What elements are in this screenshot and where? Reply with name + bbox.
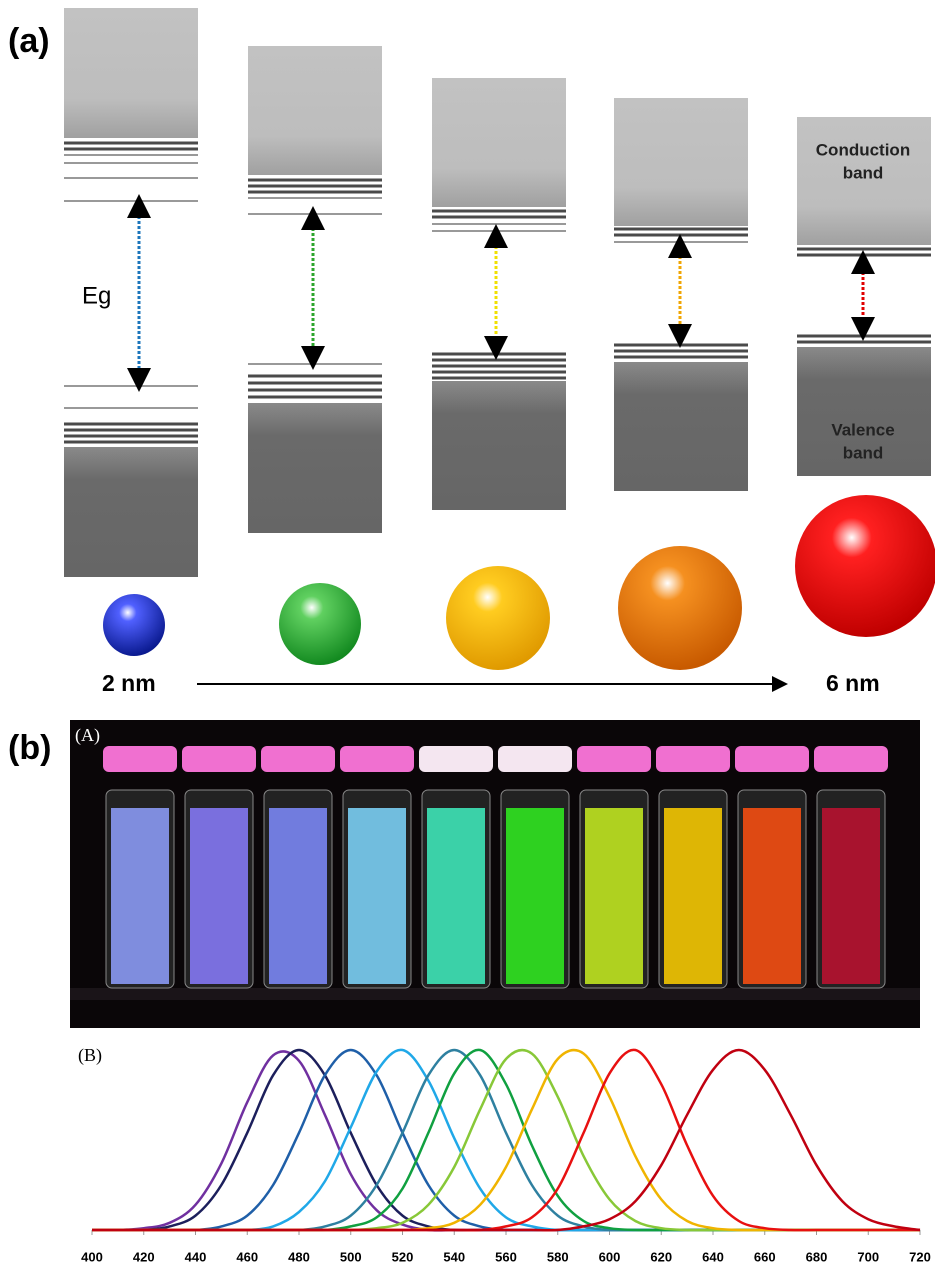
vial-liquid (506, 808, 564, 984)
x-tick-label: 720 (909, 1249, 931, 1264)
x-tick-label: 460 (236, 1249, 258, 1264)
band-label: band (843, 443, 884, 462)
vial-liquid (348, 808, 406, 984)
spectrum-line (92, 1050, 920, 1230)
vial-photo: (b) (A) (8, 720, 920, 1028)
eg-label: Eg (82, 282, 111, 309)
spectrum-line (92, 1050, 920, 1230)
vial-cap (735, 746, 809, 772)
spectra-chart: (B) 400 420 440 460 480 500 520 540 560 580 600 620… (78, 1045, 931, 1264)
vial-liquid (585, 808, 643, 984)
chart-label: (B) (78, 1045, 102, 1066)
vial-cap (814, 746, 888, 772)
x-tick-label: 640 (702, 1249, 724, 1264)
vial-cap (261, 746, 335, 772)
x-tick-label: 420 (133, 1249, 155, 1264)
vial-liquid (427, 808, 485, 984)
x-tick-label: 480 (288, 1249, 310, 1264)
figure: (a) Eg Conduction band Valence band 2 nm… (0, 0, 935, 1276)
spectrum-line (92, 1050, 920, 1230)
photo-label: (A) (75, 725, 100, 746)
vial-liquid (822, 808, 880, 984)
vial-cap (498, 746, 572, 772)
vial-cap (656, 746, 730, 772)
x-tick-label: 680 (806, 1249, 828, 1264)
x-tick-label: 660 (754, 1249, 776, 1264)
vial-cap (577, 746, 651, 772)
spectrum-line (92, 1050, 920, 1230)
x-tick-label: 400 (81, 1249, 103, 1264)
vial-liquid (743, 808, 801, 984)
size-label: 6 nm (826, 670, 880, 696)
vial-cap (340, 746, 414, 772)
x-tick-label: 500 (340, 1249, 362, 1264)
x-tick-label: 520 (392, 1249, 414, 1264)
size-label: 2 nm (102, 670, 156, 696)
panel-label: (b) (8, 729, 51, 767)
spectrum-line (92, 1050, 920, 1230)
band-label: Conduction (816, 140, 910, 159)
vial-cap (182, 746, 256, 772)
x-tick-label: 540 (443, 1249, 465, 1264)
x-tick-label: 620 (650, 1249, 672, 1264)
vial-cap (103, 746, 177, 772)
x-tick-label: 700 (857, 1249, 879, 1264)
band-label: Valence (831, 420, 894, 439)
spectrum-line (92, 1050, 920, 1230)
x-tick-label: 600 (599, 1249, 621, 1264)
band-label: band (843, 163, 884, 182)
x-tick-label: 580 (547, 1249, 569, 1264)
spectrum-line (92, 1050, 920, 1230)
x-tick-label: 440 (185, 1249, 207, 1264)
vial-liquid (190, 808, 248, 984)
panel-label: (a) (8, 22, 50, 60)
band-diagram: (a) Eg Conduction band Valence band 2 nm… (8, 8, 935, 696)
vial-liquid (269, 808, 327, 984)
spectrum-line (92, 1050, 920, 1230)
vial-liquid (111, 808, 169, 984)
spectrum-line (92, 1050, 920, 1230)
x-tick-label: 560 (495, 1249, 517, 1264)
vial-cap (419, 746, 493, 772)
vial-liquid (664, 808, 722, 984)
spectrum-line (92, 1051, 920, 1230)
